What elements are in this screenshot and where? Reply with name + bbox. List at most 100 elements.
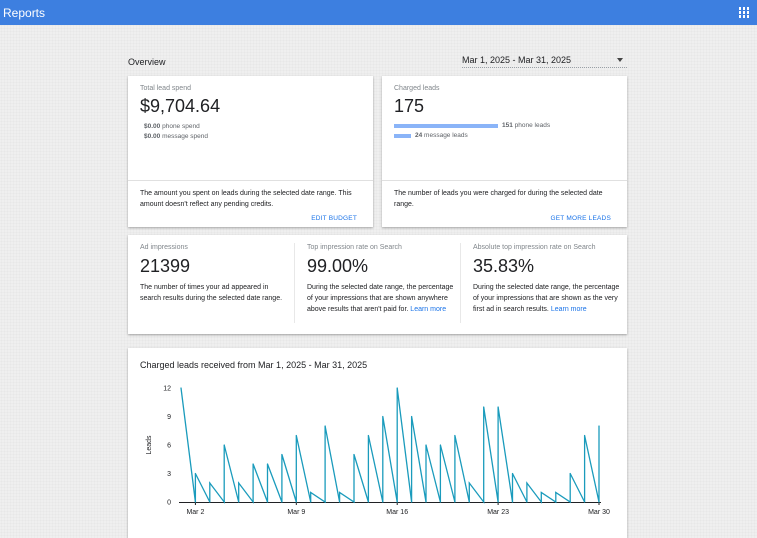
metric-description-text: During the selected date range, the perc… [473,284,620,313]
charged-leads-count: 175 [394,96,425,116]
data-point [353,453,355,456]
data-point [281,453,283,456]
impressions-card: Ad impressions 21399 The number of times… [128,235,627,334]
y-tick-label: 3 [167,471,171,478]
data-point [468,501,470,503]
y-tick-label: 0 [167,500,171,507]
data-point [252,501,254,503]
charged-leads-footer: The number of leads you were charged for… [382,180,627,227]
data-point [324,501,326,503]
data-point [555,491,557,494]
data-point [238,501,240,503]
x-tick-label: Mar 23 [487,509,509,516]
data-point [497,501,499,503]
phone-leads-bar [394,124,498,128]
phone-leads-label: phone leads [514,122,551,129]
message-leads-label: message leads [424,132,468,139]
data-point [454,434,456,437]
data-point [583,434,586,437]
data-point [382,415,384,418]
phone-spend-value: $0.00 [144,123,161,130]
message-spend-row: $0.00 message spend [144,133,208,140]
data-point [396,387,398,389]
data-point [454,501,456,503]
data-point [367,501,369,503]
data-point [310,491,312,494]
chart-title: Charged leads received from Mar 1, 2025 … [140,360,368,370]
data-point [598,425,600,427]
data-point [194,501,197,503]
data-point [209,482,211,484]
lead-spend-footer: The amount you spent on leads during the… [128,180,373,227]
message-leads-bar [394,134,411,138]
overview-heading: Overview [128,57,166,67]
lead-spend-description: The amount you spent on leads during the… [140,190,352,208]
message-spend-label: message spend [162,133,208,140]
y-tick-label: 6 [167,443,171,450]
data-point [598,501,600,503]
data-point [555,501,557,503]
phone-leads-count: 151 [502,122,513,129]
x-tick-label: Mar 16 [386,509,408,516]
top-impression-rate-metric: Top impression rate on Search 99.00% Dur… [307,235,462,334]
data-point [396,501,398,503]
get-more-leads-button[interactable]: GET MORE LEADS [550,215,611,222]
learn-more-link[interactable]: Learn more [550,306,587,313]
metric-divider [294,243,295,323]
data-point [483,501,485,503]
metric-value: 99.00% [307,256,369,276]
data-point [511,501,514,503]
metric-description-text: During the selected date range, the perc… [307,284,454,313]
data-point [569,472,571,475]
data-point [367,434,369,437]
data-point [209,501,211,503]
message-leads-count: 24 [415,132,423,139]
data-point [324,425,326,427]
apps-grid-icon[interactable] [738,7,749,18]
data-point [425,501,427,503]
data-point [310,501,312,503]
data-point [483,406,485,408]
data-point [266,463,269,465]
date-range-select[interactable]: Mar 1, 2025 - Mar 31, 2025 [462,55,627,68]
lead-spend-amount: $9,704.64 [140,96,221,116]
message-leads-row: 24 message leads [415,132,468,139]
data-point [338,501,341,503]
y-tick-label: 12 [163,386,171,393]
data-point [497,406,499,408]
data-point [540,491,542,494]
data-point [511,472,514,475]
learn-more-link[interactable]: Learn more [410,306,447,313]
metric-label: Absolute top impression rate on Search [473,244,596,251]
data-point [295,434,297,437]
phone-spend-label: phone spend [162,123,200,130]
leads-series-line [180,387,600,504]
data-point [540,501,542,503]
metric-label: Top impression rate on Search [307,244,402,251]
charged-leads-card: Charged leads 175 151 phone leads 24 mes… [382,76,627,227]
phone-spend-row: $0.00 phone spend [144,123,200,130]
message-spend-value: $0.00 [144,133,161,140]
data-point [439,444,442,446]
date-range-value: Mar 1, 2025 - Mar 31, 2025 [462,55,572,65]
absolute-top-impression-rate-metric: Absolute top impression rate on Search 3… [473,235,628,334]
edit-budget-button[interactable]: EDIT BUDGET [311,215,357,222]
metric-value: 21399 [140,256,191,276]
metric-label: Ad impressions [140,244,188,251]
leads-line-chart: Leads 0 3 6 9 12 Mar 2 Mar 9 Mar 16 Mar 23 Mar 30 [146,386,610,517]
data-point [295,501,297,503]
metric-description: During the selected date range, the perc… [473,282,623,315]
data-point [180,387,182,389]
x-tick-label: Mar 30 [588,509,610,516]
charged-leads-description: The number of leads you were charged for… [394,190,603,208]
metric-description-text: The number of times your ad appeared in … [140,284,283,302]
data-point [526,482,528,484]
data-point [194,472,197,475]
x-tick-label: Mar 9 [287,509,305,516]
metric-description: During the selected date range, the perc… [307,282,457,315]
dropdown-arrow-icon [617,58,623,62]
data-point [281,501,283,503]
lead-spend-label: Total lead spend [140,85,191,92]
metric-description: The number of times your ad appeared in … [140,282,290,304]
data-point [266,501,269,503]
